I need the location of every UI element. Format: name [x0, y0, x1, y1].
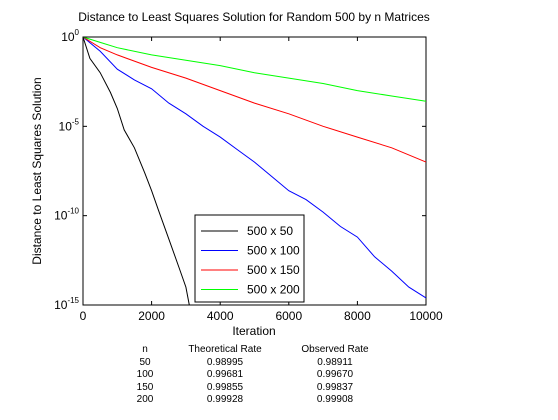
y-tick-label: 10-15 [54, 296, 79, 312]
header-theoretical-rate: Theoretical Rate [188, 344, 262, 355]
x-tick-label: 6000 [275, 309, 302, 323]
y-tick-label: 10-5 [59, 117, 80, 133]
header-observed-rate: Observed Rate [301, 344, 369, 355]
cell-theoretical-rate: 0.99855 [206, 381, 244, 393]
cell-theoretical-rate: 0.99928 [206, 394, 244, 405]
rate-table-row: 100 0.99681 0.99670 [120, 369, 390, 382]
cell-observed-rate: 0.98911 [317, 356, 353, 368]
x-axis-label: Iteration [232, 324, 275, 338]
series-line-1 [82, 36, 427, 299]
series-group [82, 36, 427, 306]
cell-n: 100 [136, 369, 154, 380]
series-line-0 [82, 36, 190, 306]
series-line-3 [82, 36, 427, 102]
y-tick-label: 10-10 [54, 207, 79, 223]
legend-label-0: 500 x 50 [247, 224, 293, 238]
axes-group: 0 2000 4000 6000 8000 10000 100 10-5 10-10 10-15 [54, 28, 443, 323]
y-tick-label: 100 [61, 28, 79, 44]
x-tick-label: 8000 [344, 309, 371, 323]
rate-table: n Theoretical Rate Observed Rate 50 0.98… [120, 344, 390, 407]
chart-title: Distance to Least Squares Solution for R… [78, 10, 430, 24]
cell-observed-rate: 0.99670 [316, 369, 354, 380]
legend-label-1: 500 x 100 [247, 244, 300, 258]
legend-box [194, 214, 305, 303]
rate-table-header: n Theoretical Rate Observed Rate [120, 344, 390, 357]
y-axis-label: Distance to Least Squares Solution [30, 77, 44, 264]
header-n: n [142, 344, 148, 355]
cell-theoretical-rate: 0.98995 [206, 356, 244, 368]
x-tick-label: 10000 [409, 309, 443, 323]
cell-observed-rate: 0.99908 [316, 394, 354, 405]
series-line-2 [82, 36, 427, 163]
cell-n: 200 [136, 394, 154, 405]
rate-table-row: 150 0.99855 0.99837 [120, 382, 390, 395]
x-tick-label: 0 [80, 309, 87, 323]
legend: 500 x 50 500 x 100 500 x 150 500 x 200 [194, 214, 305, 303]
x-tick-label: 2000 [138, 309, 165, 323]
legend-label-2: 500 x 150 [247, 263, 300, 277]
legend-label-3: 500 x 200 [247, 283, 300, 297]
cell-n: 50 [139, 356, 151, 368]
rate-table-row: 200 0.99928 0.99908 [120, 394, 390, 407]
cell-n: 150 [136, 381, 154, 393]
cell-theoretical-rate: 0.99681 [206, 369, 244, 380]
rate-table-row: 50 0.98995 0.98911 [120, 357, 390, 370]
cell-observed-rate: 0.99837 [316, 381, 354, 393]
x-tick-label: 4000 [207, 309, 234, 323]
